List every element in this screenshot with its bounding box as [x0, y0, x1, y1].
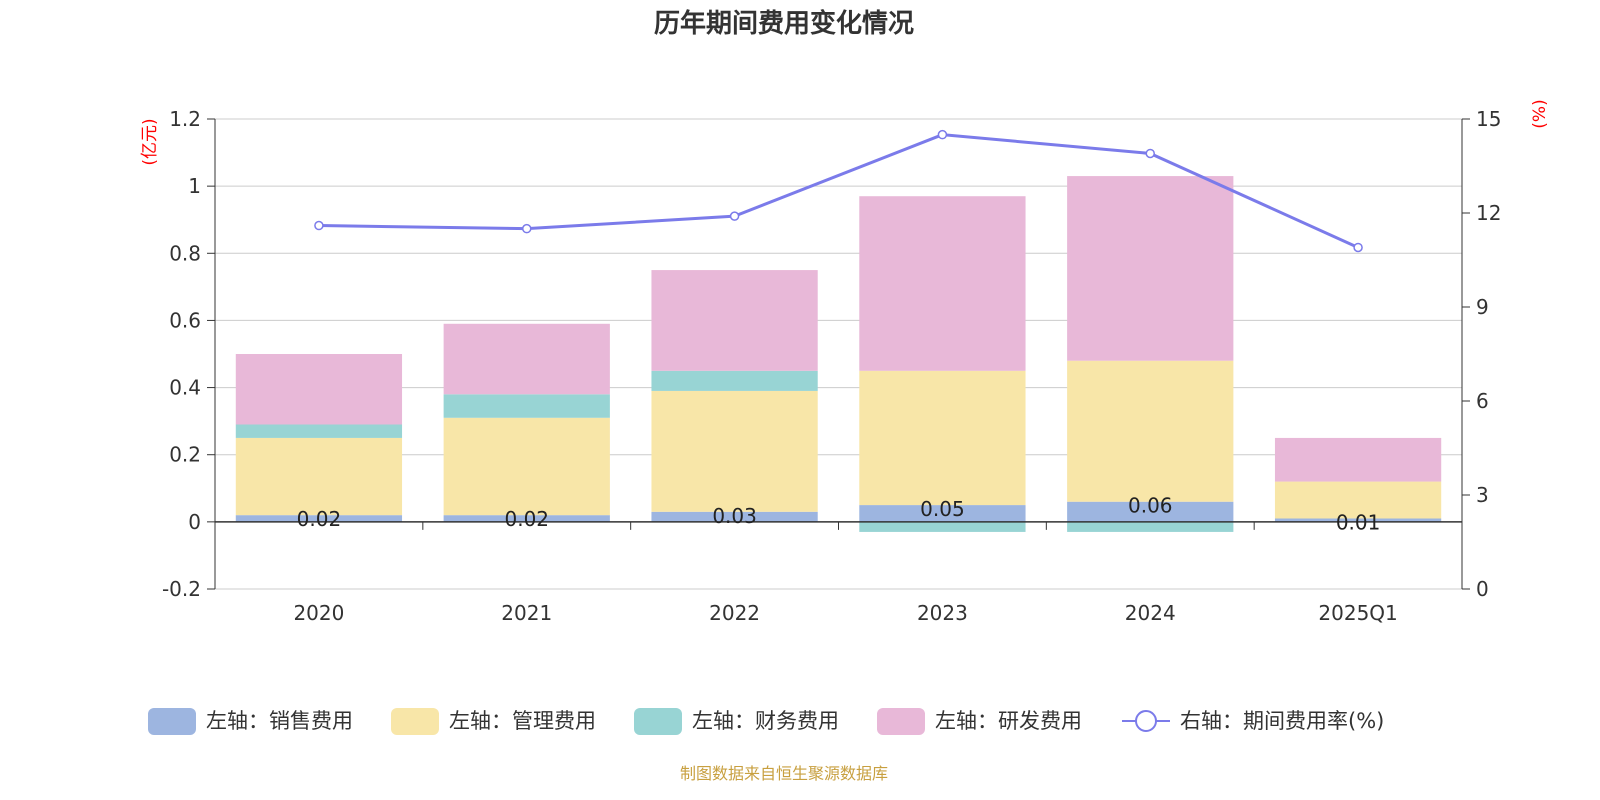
bar-segment — [443, 515, 610, 522]
x-tick-label: 2023 — [917, 601, 968, 625]
left-tick-label: -0.2 — [162, 577, 201, 601]
left-tick-label: 0.2 — [169, 443, 201, 467]
axes: -0.2 0 0.2 0.4 0.6 0.8 1 1.2 0 3 6 9 12 15 2020 2021 202… — [162, 107, 1501, 625]
source-note: 制图数据来自恒生聚源数据库 — [680, 764, 888, 783]
legend-swatch — [634, 708, 682, 735]
bar-data-label: 0.03 — [712, 504, 757, 528]
bar-segment — [1067, 501, 1234, 522]
left-axis-unit: (亿元) — [140, 118, 160, 165]
legend-label: 左轴：研发费用 — [935, 709, 1082, 733]
chart-title: 历年期间费用变化情况 — [654, 8, 914, 39]
bar-segment — [235, 437, 403, 516]
line-point — [522, 223, 532, 234]
bar-segment — [443, 323, 610, 395]
bar-segment — [651, 390, 818, 512]
bar-segment — [235, 424, 403, 438]
bar-segment — [859, 505, 1026, 522]
legend-label: 左轴：财务费用 — [692, 709, 839, 733]
legend-label: 左轴：销售费用 — [206, 709, 353, 733]
left-tick-label: 0.4 — [169, 376, 201, 400]
line-point — [1145, 148, 1155, 159]
line-point — [314, 220, 324, 231]
bar-data-label: 0.06 — [1128, 494, 1173, 518]
bar-segment — [859, 196, 1026, 371]
bar-segment — [443, 394, 610, 418]
bar-segment — [651, 270, 818, 371]
right-tick-label: 3 — [1476, 483, 1489, 507]
bar-segment — [859, 521, 1026, 532]
bar-labels: 0.02 0.02 0.03 0.05 0.06 0.01 — [297, 494, 1381, 535]
line-point — [937, 129, 948, 140]
expense-rate-line — [314, 129, 1363, 253]
legend-label: 左轴：管理费用 — [449, 709, 596, 733]
bar-data-label: 0.02 — [297, 507, 342, 531]
bar-segment — [1274, 437, 1442, 482]
bar-segment — [443, 417, 610, 516]
left-tick-label: 0 — [188, 510, 201, 534]
bar-segment — [651, 370, 818, 391]
bar-segment — [1067, 360, 1234, 502]
x-tick-label: 2020 — [293, 601, 344, 625]
bar-segment — [859, 370, 1026, 506]
line-point — [1353, 242, 1363, 253]
right-tick-label: 9 — [1476, 295, 1489, 319]
line-point — [729, 211, 740, 221]
x-tick-label: 2024 — [1125, 601, 1176, 625]
x-tick-label: 2022 — [709, 601, 760, 625]
right-tick-label: 0 — [1476, 577, 1489, 601]
right-tick-label: 12 — [1476, 201, 1501, 225]
left-tick-label: 0.8 — [169, 241, 201, 265]
left-tick-label: 1.2 — [169, 107, 201, 131]
gridlines — [215, 118, 1462, 590]
bar-segment — [1067, 176, 1234, 361]
x-tick-label: 2025Q1 — [1318, 601, 1397, 625]
left-tick-label: 1 — [188, 174, 201, 198]
x-tick-label: 2021 — [501, 601, 552, 625]
legend-swatch — [148, 708, 196, 735]
bar-data-label: 0.05 — [920, 497, 965, 521]
right-tick-label: 15 — [1476, 107, 1501, 131]
bar-segment — [235, 515, 403, 522]
left-tick-label: 0.6 — [169, 308, 201, 332]
legend-label: 右轴：期间费用率(%) — [1180, 709, 1384, 733]
legend-swatch — [877, 708, 925, 735]
legend: 左轴：销售费用 左轴：管理费用 左轴：财务费用 左轴：研发费用 右轴：期间费用率(%) — [148, 708, 1384, 735]
legend-swatch — [391, 708, 439, 735]
legend-marker-icon — [1135, 710, 1157, 732]
bar-segment — [1274, 481, 1442, 519]
right-tick-label: 6 — [1476, 389, 1489, 413]
bar-segment — [651, 511, 818, 522]
bar-segment — [1274, 518, 1442, 522]
bar-segment — [235, 354, 403, 425]
line-path — [318, 133, 1359, 249]
bar-segment — [1067, 521, 1234, 532]
bar-data-label: 0.01 — [1336, 511, 1381, 535]
right-axis-unit: (%) — [1530, 99, 1550, 128]
bars — [235, 176, 1442, 532]
bar-data-label: 0.02 — [504, 507, 549, 531]
